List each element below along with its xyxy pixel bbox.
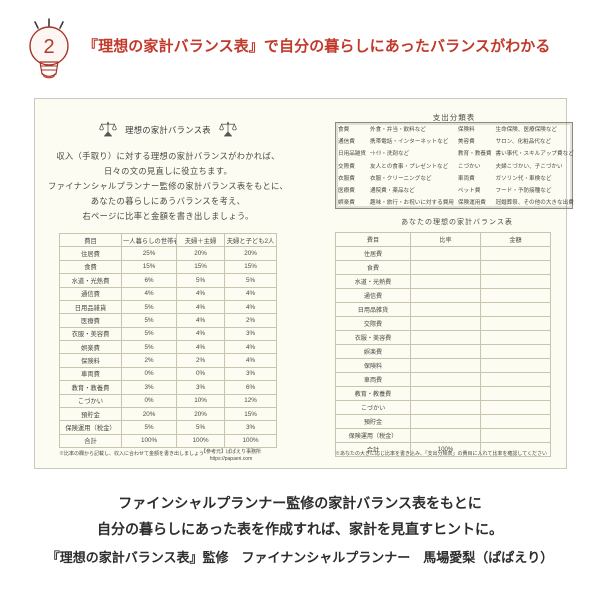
svg-text:2: 2 bbox=[43, 36, 54, 58]
